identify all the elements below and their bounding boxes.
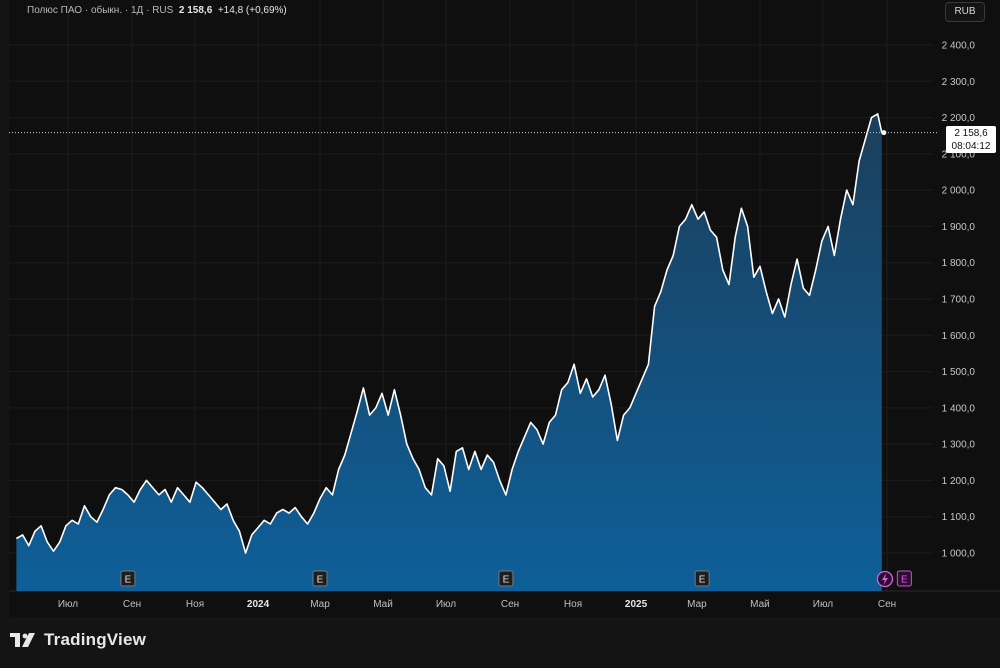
- earnings-marker[interactable]: E: [694, 570, 710, 587]
- time-tick-label: Ноя: [186, 599, 204, 610]
- earnings-marker-label: E: [699, 575, 706, 586]
- price-tick-label: 1 800,0: [942, 258, 976, 269]
- instrument-header: Полюс ПАО · обыкн. · 1Д · RUS 2 158,6 +1…: [27, 5, 287, 16]
- time-tick-label: Май: [750, 599, 770, 610]
- tradingview-logo[interactable]: TradingView: [10, 630, 146, 650]
- earnings-marker-label: E: [503, 575, 510, 586]
- price-tick-label: 1 200,0: [942, 476, 976, 487]
- price-tick-label: 2 400,0: [942, 41, 976, 52]
- price-tick-label: 1 900,0: [942, 222, 976, 233]
- time-tick-label: Мар: [310, 599, 330, 610]
- time-tick-label: Сен: [878, 599, 896, 610]
- price-area: [16, 113, 882, 592]
- time-tick-label: Июл: [813, 599, 833, 610]
- earnings-marker[interactable]: E: [498, 570, 514, 587]
- price-axis[interactable]: 1 000,0 1 100,0 1 200,0 1 300,0 1 400,0 1 500…: [942, 41, 976, 560]
- earnings-marker-label: E: [901, 575, 908, 586]
- time-tick-label: Июл: [58, 599, 78, 610]
- time-tick-label: Мар: [687, 599, 707, 610]
- price-tick-label: 1 300,0: [942, 440, 976, 451]
- price-change: +14,8 (+0,69%): [217, 5, 287, 16]
- time-tick-label: 2025: [625, 599, 648, 610]
- last-price-dot: [881, 130, 887, 136]
- price-tick-label: 2 000,0: [942, 186, 976, 197]
- price-tick-label: 1 500,0: [942, 367, 976, 378]
- dividend-marker-icon[interactable]: [876, 570, 894, 588]
- currency-button[interactable]: RUB: [945, 2, 985, 22]
- time-tick-label: Сен: [123, 599, 141, 610]
- time-tick-label: Ноя: [564, 599, 582, 610]
- price-label-value: 2 158,6: [954, 128, 988, 139]
- time-tick-label: Июл: [436, 599, 456, 610]
- price-label: 2 158,6 08:04:12: [946, 126, 996, 153]
- earnings-marker[interactable]: E: [312, 570, 328, 587]
- price-tick-label: 2 100,0: [942, 149, 976, 160]
- earnings-marker-box: [896, 570, 912, 587]
- time-tick-label: 2024: [247, 599, 270, 610]
- earnings-marker[interactable]: E: [120, 570, 136, 587]
- earnings-marker[interactable]: E: [896, 570, 912, 587]
- price-line: [15, 113, 883, 554]
- price-tick-label: 1 700,0: [942, 295, 976, 306]
- earnings-marker-box: [312, 570, 328, 587]
- earnings-marker-label: E: [317, 575, 324, 586]
- price-tick-label: 2 200,0: [942, 113, 976, 124]
- price-tick-label: 2 300,0: [942, 77, 976, 88]
- time-tick-label: Май: [373, 599, 393, 610]
- price-tick-label: 1 400,0: [942, 403, 976, 414]
- price-tick-label: 1 000,0: [942, 549, 976, 560]
- lightning-icon: [881, 573, 888, 585]
- earnings-marker-box: [120, 570, 136, 587]
- time-axis[interactable]: Июл Сен Ноя 2024 Мар Май Июл Сен Ноя 2025 Мар Май Ию…: [58, 599, 896, 610]
- chart-frame[interactable]: 1 000,0 1 100,0 1 200,0 1 300,0 1 400,0 1 500…: [9, 0, 1000, 617]
- tradingview-logo-icon: [10, 633, 35, 647]
- price-tick-label: 1 100,0: [942, 512, 976, 523]
- earnings-marker-label: E: [125, 575, 132, 586]
- price-tick-label: 1 600,0: [942, 331, 976, 342]
- earnings-marker-box: [694, 570, 710, 587]
- price-label-countdown: 08:04:12: [951, 141, 991, 152]
- time-tick-label: Сен: [501, 599, 519, 610]
- price-chart[interactable]: 1 000,0 1 100,0 1 200,0 1 300,0 1 400,0 1 500…: [9, 0, 1000, 617]
- earnings-marker-box: [498, 570, 514, 587]
- last-price-value: 2 158,6: [178, 5, 213, 16]
- instrument-name: Полюс ПАО · обыкн. · 1Д · RUS: [27, 5, 174, 16]
- tradingview-wordmark: TradingView: [44, 630, 147, 649]
